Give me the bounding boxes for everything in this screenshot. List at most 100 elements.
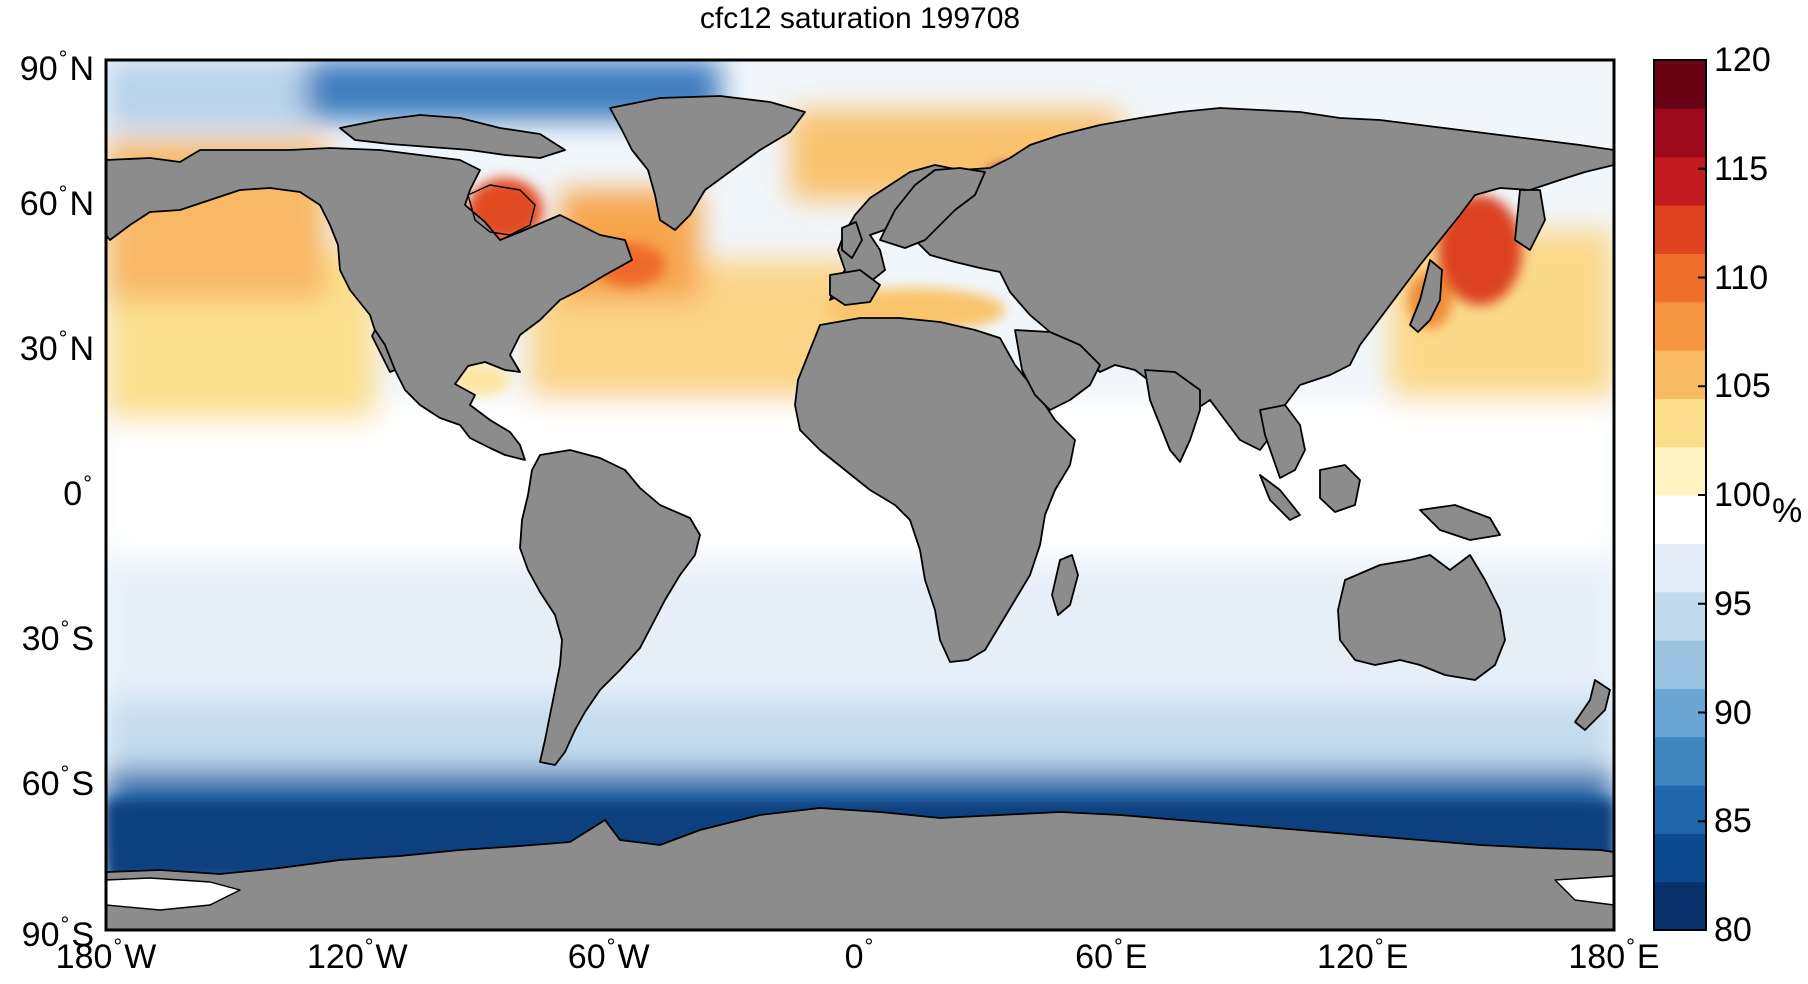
lon-tick-hemisphere: E bbox=[1124, 938, 1148, 976]
colorbar-swatch bbox=[1654, 108, 1706, 158]
india bbox=[1144, 369, 1201, 463]
australia bbox=[1337, 554, 1506, 681]
antarctica bbox=[106, 807, 1614, 930]
new-zealand bbox=[1574, 679, 1611, 731]
lon-tick-label: 120°E bbox=[1317, 936, 1408, 976]
degree-symbol: ° bbox=[58, 326, 68, 351]
africa bbox=[794, 317, 1076, 663]
lon-tick-hemisphere: W bbox=[124, 938, 157, 976]
lat-tick-number: 60 bbox=[19, 185, 58, 223]
lon-tick-number: 120 bbox=[307, 938, 364, 976]
lon-tick-label: 60°E bbox=[1075, 936, 1148, 976]
map-frame bbox=[104, 58, 1616, 932]
colorbar-tick-label: 110 bbox=[1714, 258, 1769, 297]
lat-tick-label: 60°S bbox=[21, 763, 94, 803]
field-arctic-light bbox=[106, 60, 306, 130]
lat-tick-number: 30 bbox=[19, 330, 58, 368]
colorbar-tick-label: 80 bbox=[1714, 911, 1752, 949]
colorbar-swatch bbox=[1654, 60, 1706, 109]
lon-tick-hemisphere: E bbox=[1636, 938, 1660, 976]
colorbar-swatch bbox=[1654, 640, 1706, 689]
degree-symbol: ° bbox=[58, 46, 68, 71]
colorbar-tick-label: 105 bbox=[1714, 367, 1771, 406]
lon-tick-number: 180 bbox=[1568, 938, 1626, 976]
lat-tick-hemisphere: S bbox=[71, 620, 94, 658]
colorbar-swatch bbox=[1654, 446, 1706, 496]
colorbar-swatch bbox=[1654, 495, 1706, 544]
north-america bbox=[106, 147, 633, 461]
lat-tick-number: 60 bbox=[21, 765, 60, 803]
southeast-asia bbox=[1259, 404, 1306, 479]
degree-symbol: ° bbox=[113, 934, 123, 959]
degree-symbol: ° bbox=[606, 934, 616, 959]
lat-tick-hemisphere: S bbox=[71, 916, 94, 954]
lat-tick-number: 30 bbox=[21, 620, 60, 658]
sumatra bbox=[1259, 474, 1301, 521]
lat-tick-number: 90 bbox=[21, 916, 60, 954]
lat-tick-label: 30°N bbox=[19, 328, 94, 368]
land-layer bbox=[106, 95, 1614, 930]
degree-symbol: ° bbox=[60, 912, 70, 937]
lon-tick-number: 180 bbox=[55, 938, 113, 976]
canadian-archipelago bbox=[339, 114, 566, 159]
degree-symbol: ° bbox=[60, 761, 70, 786]
degree-symbol: ° bbox=[83, 471, 92, 496]
colorbar-frame bbox=[1653, 59, 1707, 931]
colorbar-swatch bbox=[1654, 785, 1706, 834]
greenland bbox=[609, 95, 806, 231]
kamchatka bbox=[1514, 189, 1546, 251]
hudson-bay-water bbox=[467, 184, 536, 236]
degree-symbol: ° bbox=[58, 181, 68, 206]
colorbar-swatch bbox=[1654, 205, 1706, 254]
degree-symbol: ° bbox=[60, 616, 70, 641]
south-america bbox=[519, 449, 701, 766]
colorbar-swatch bbox=[1654, 736, 1706, 786]
lon-tick-hemisphere: W bbox=[375, 938, 408, 976]
degree-symbol: ° bbox=[364, 934, 374, 959]
lat-tick-label: 30°S bbox=[21, 618, 94, 658]
borneo bbox=[1319, 464, 1361, 513]
madagascar bbox=[1051, 554, 1079, 616]
scandinavia bbox=[879, 167, 986, 249]
map-title: cfc12 saturation 199708 bbox=[699, 2, 1021, 35]
colorbar-swatch bbox=[1654, 301, 1706, 351]
lon-tick-number: 0 bbox=[844, 938, 864, 976]
lat-tick-number: 90 bbox=[19, 50, 58, 88]
lat-tick-label: 90°N bbox=[19, 48, 94, 88]
japan bbox=[1409, 259, 1443, 333]
degree-symbol: ° bbox=[864, 934, 874, 959]
lat-tick-hemisphere: S bbox=[71, 765, 94, 803]
colorbar-swatch bbox=[1654, 350, 1706, 399]
lon-tick-label: 120°W bbox=[307, 936, 408, 976]
colorbar-tick-label: 90 bbox=[1714, 693, 1752, 732]
eurasia bbox=[829, 107, 1614, 451]
colorbar-swatch bbox=[1654, 881, 1706, 931]
arabia bbox=[1014, 329, 1101, 411]
lat-tick-hemisphere: N bbox=[69, 50, 94, 88]
lon-tick-label: 180°E bbox=[1568, 936, 1660, 976]
colorbar-tick-label: 95 bbox=[1714, 584, 1752, 623]
ross-ice-shelf-east bbox=[1554, 875, 1614, 906]
baja-california bbox=[371, 329, 396, 373]
degree-symbol: ° bbox=[1626, 934, 1635, 959]
lon-tick-number: 120 bbox=[1317, 938, 1374, 976]
lon-tick-number: 60 bbox=[1075, 938, 1113, 976]
field-okhotsk-sea bbox=[1438, 195, 1522, 305]
lat-tick-number: 0 bbox=[63, 475, 83, 513]
lon-tick-label: 180°W bbox=[55, 936, 157, 976]
new-guinea bbox=[1419, 504, 1501, 541]
iberia bbox=[829, 269, 881, 306]
lon-tick-label: 60°W bbox=[568, 936, 650, 975]
lat-tick-label: 90°S bbox=[21, 914, 94, 954]
colorbar bbox=[1654, 59, 1706, 931]
colorbar-tick-label: 100 bbox=[1714, 476, 1771, 514]
field-gulf-of-mexico bbox=[450, 364, 510, 396]
field-southern-subpolar bbox=[106, 700, 1614, 770]
colorbar-swatch bbox=[1654, 543, 1706, 593]
colorbar-swatch bbox=[1654, 591, 1706, 641]
lat-tick-label: 60°N bbox=[19, 183, 94, 223]
colorbar-tick-label: 115 bbox=[1714, 149, 1769, 188]
colorbar-tick-label: 85 bbox=[1714, 802, 1752, 841]
colorbar-swatch bbox=[1654, 688, 1706, 738]
